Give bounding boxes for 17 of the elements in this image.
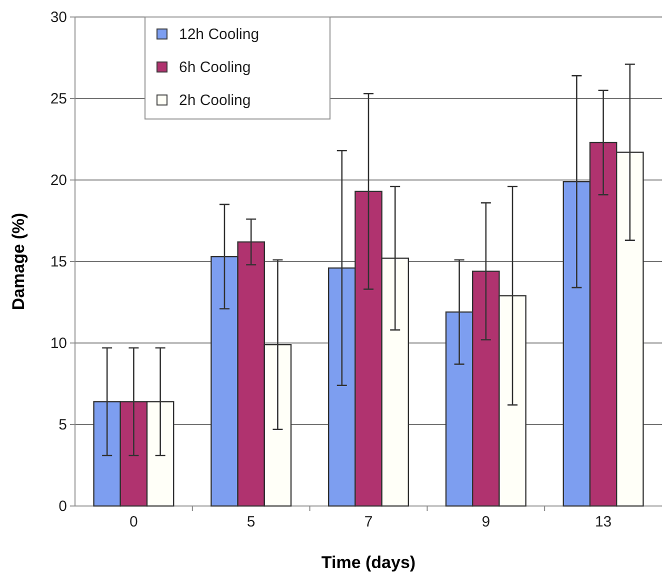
legend-label: 12h Cooling	[179, 26, 260, 43]
x-tick-label: 13	[594, 514, 612, 531]
legend-label: 2h Cooling	[179, 92, 251, 109]
y-tick-label: 30	[50, 8, 67, 26]
y-axis-title: Damage (%)	[9, 212, 28, 310]
x-tick-label: 7	[364, 514, 373, 531]
y-tick-label: 20	[50, 172, 67, 189]
y-tick-label: 25	[50, 90, 67, 108]
y-tick-label: 5	[58, 416, 67, 434]
legend-label: 6h Cooling	[179, 59, 251, 76]
x-tick-label: 0	[130, 514, 138, 531]
y-tick-label: 15	[50, 253, 67, 270]
y-tick-label: 0	[58, 498, 67, 515]
x-tick-label: 5	[246, 514, 256, 531]
y-tick-label: 10	[50, 334, 67, 352]
x-axis-title: Time (days)	[321, 553, 416, 572]
x-tick-label: 9	[482, 514, 490, 531]
